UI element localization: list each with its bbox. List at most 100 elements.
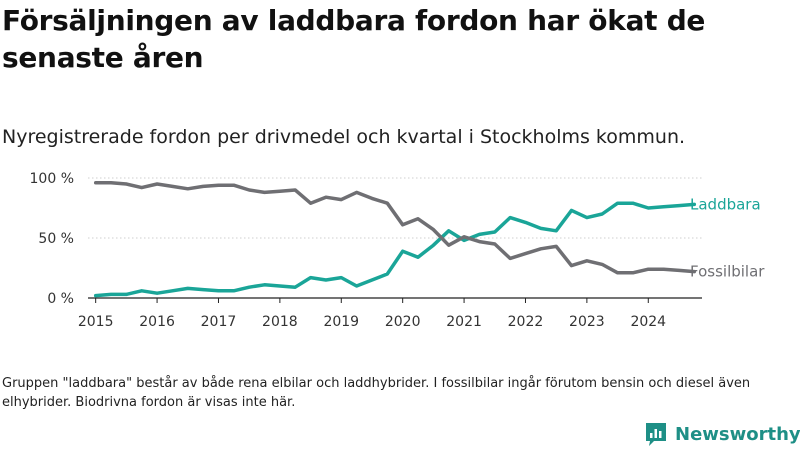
data-point-laddbara: [524, 221, 527, 224]
data-point-laddbara: [140, 289, 143, 292]
data-point-fossilbilar: [294, 188, 297, 192]
data-point-fossilbilar: [309, 202, 312, 205]
data-point-laddbara: [125, 293, 128, 296]
data-point-fossilbilar: [324, 196, 328, 199]
data-point-laddbara: [539, 227, 543, 230]
data-point-laddbara: [324, 278, 328, 282]
data-point-laddbara: [217, 289, 220, 292]
series-line-fossilbilar: [93, 181, 697, 275]
data-point-laddbara: [247, 286, 251, 289]
series-label-fossilbilar: Fossilbilar: [690, 263, 765, 281]
data-point-laddbara: [616, 202, 619, 205]
data-point-fossilbilar: [585, 259, 589, 262]
data-point-fossilbilar: [447, 244, 450, 247]
data-point-laddbara: [508, 216, 512, 219]
data-point-laddbara: [232, 289, 236, 292]
brand-name: Newsworthy: [675, 423, 800, 445]
data-point-fossilbilar: [616, 271, 619, 274]
x-tick-label: 2023: [569, 314, 605, 330]
data-point-laddbara: [462, 239, 466, 242]
line-chart: 100 % 50 % 0 %2015 2016 2017 2018 2019 2020 2021…: [30, 171, 766, 330]
data-point-laddbara: [554, 229, 558, 232]
data-point-laddbara: [631, 202, 635, 205]
data-point-laddbara: [585, 216, 589, 219]
data-point-fossilbilar: [662, 268, 665, 271]
data-point-laddbara: [601, 212, 604, 216]
data-point-fossilbilar: [171, 185, 174, 188]
data-point-fossilbilar: [524, 252, 527, 255]
x-tick-label: 2021: [446, 314, 482, 330]
data-point-laddbara: [294, 286, 297, 289]
data-point-fossilbilar: [677, 269, 681, 272]
data-point-fossilbilar: [693, 270, 696, 273]
x-tick-label: 2018: [262, 314, 298, 330]
data-point-laddbara: [478, 233, 481, 236]
data-point-laddbara: [171, 289, 174, 292]
data-point-laddbara: [493, 230, 496, 234]
data-point-fossilbilar: [432, 228, 435, 231]
data-point-fossilbilar: [186, 187, 189, 190]
data-point-fossilbilar: [478, 240, 481, 243]
x-tick-label: 2019: [323, 314, 359, 330]
x-tick-label: 2022: [508, 314, 544, 330]
data-point-fossilbilar: [601, 263, 604, 266]
data-point-fossilbilar: [263, 191, 266, 194]
series-label-laddbara: Laddbara: [690, 195, 761, 213]
data-point-laddbara: [432, 244, 435, 247]
data-point-laddbara: [662, 205, 665, 208]
data-point-fossilbilar: [554, 245, 558, 248]
data-point-fossilbilar: [539, 247, 543, 250]
data-point-laddbara: [647, 206, 650, 210]
data-point-laddbara: [570, 209, 573, 212]
data-point-laddbara: [416, 256, 420, 259]
data-point-laddbara: [186, 287, 189, 290]
brand-logo: Newsworthy: [644, 420, 800, 448]
data-point-fossilbilar: [94, 181, 97, 184]
data-point-fossilbilar: [140, 186, 143, 189]
data-point-fossilbilar: [401, 223, 404, 226]
chart-title: Försäljningen av laddbara fordon har öka…: [2, 4, 706, 74]
data-point-fossilbilar: [217, 184, 220, 187]
bar-chart-logo-icon: [646, 423, 666, 446]
data-point-fossilbilar: [125, 182, 128, 186]
data-point-fossilbilar: [355, 191, 358, 194]
data-point-fossilbilar: [631, 271, 635, 274]
x-tick-label: 2017: [201, 314, 237, 330]
x-tick-label: 2020: [385, 314, 421, 330]
chart-subtitle: Nyregistrerade fordon per drivmedel och …: [2, 126, 686, 148]
data-point-fossilbilar: [570, 264, 573, 267]
data-point-fossilbilar: [201, 185, 205, 188]
data-point-laddbara: [386, 272, 389, 276]
data-point-laddbara: [278, 284, 282, 288]
data-point-fossilbilar: [109, 181, 113, 184]
data-point-laddbara: [109, 293, 113, 296]
x-tick-label: 2016: [139, 314, 175, 330]
data-point-fossilbilar: [508, 257, 512, 260]
data-point-laddbara: [155, 292, 159, 295]
data-point-fossilbilar: [340, 198, 343, 201]
data-point-laddbara: [94, 294, 97, 297]
data-point-laddbara: [309, 276, 312, 279]
data-point-fossilbilar: [386, 202, 389, 205]
data-point-laddbara: [355, 284, 358, 288]
data-point-laddbara: [677, 204, 681, 207]
data-point-fossilbilar: [278, 190, 282, 193]
x-tick-label: 2015: [78, 314, 114, 330]
data-point-fossilbilar: [155, 182, 159, 186]
data-point-laddbara: [693, 203, 696, 206]
data-point-fossilbilar: [647, 268, 650, 271]
data-point-fossilbilar: [232, 184, 236, 187]
data-point-laddbara: [201, 288, 205, 291]
y-tick-label: 0 %: [47, 291, 74, 307]
series-line-laddbara: [93, 201, 697, 298]
data-point-fossilbilar: [370, 197, 374, 200]
data-point-fossilbilar: [247, 188, 251, 192]
data-point-fossilbilar: [416, 217, 420, 220]
data-point-laddbara: [401, 250, 404, 253]
x-tick-label: 2024: [630, 314, 666, 330]
data-point-laddbara: [340, 276, 343, 279]
data-point-fossilbilar: [462, 235, 466, 238]
y-tick-label: 50 %: [38, 231, 74, 247]
data-point-fossilbilar: [493, 242, 496, 246]
data-point-laddbara: [370, 278, 374, 282]
